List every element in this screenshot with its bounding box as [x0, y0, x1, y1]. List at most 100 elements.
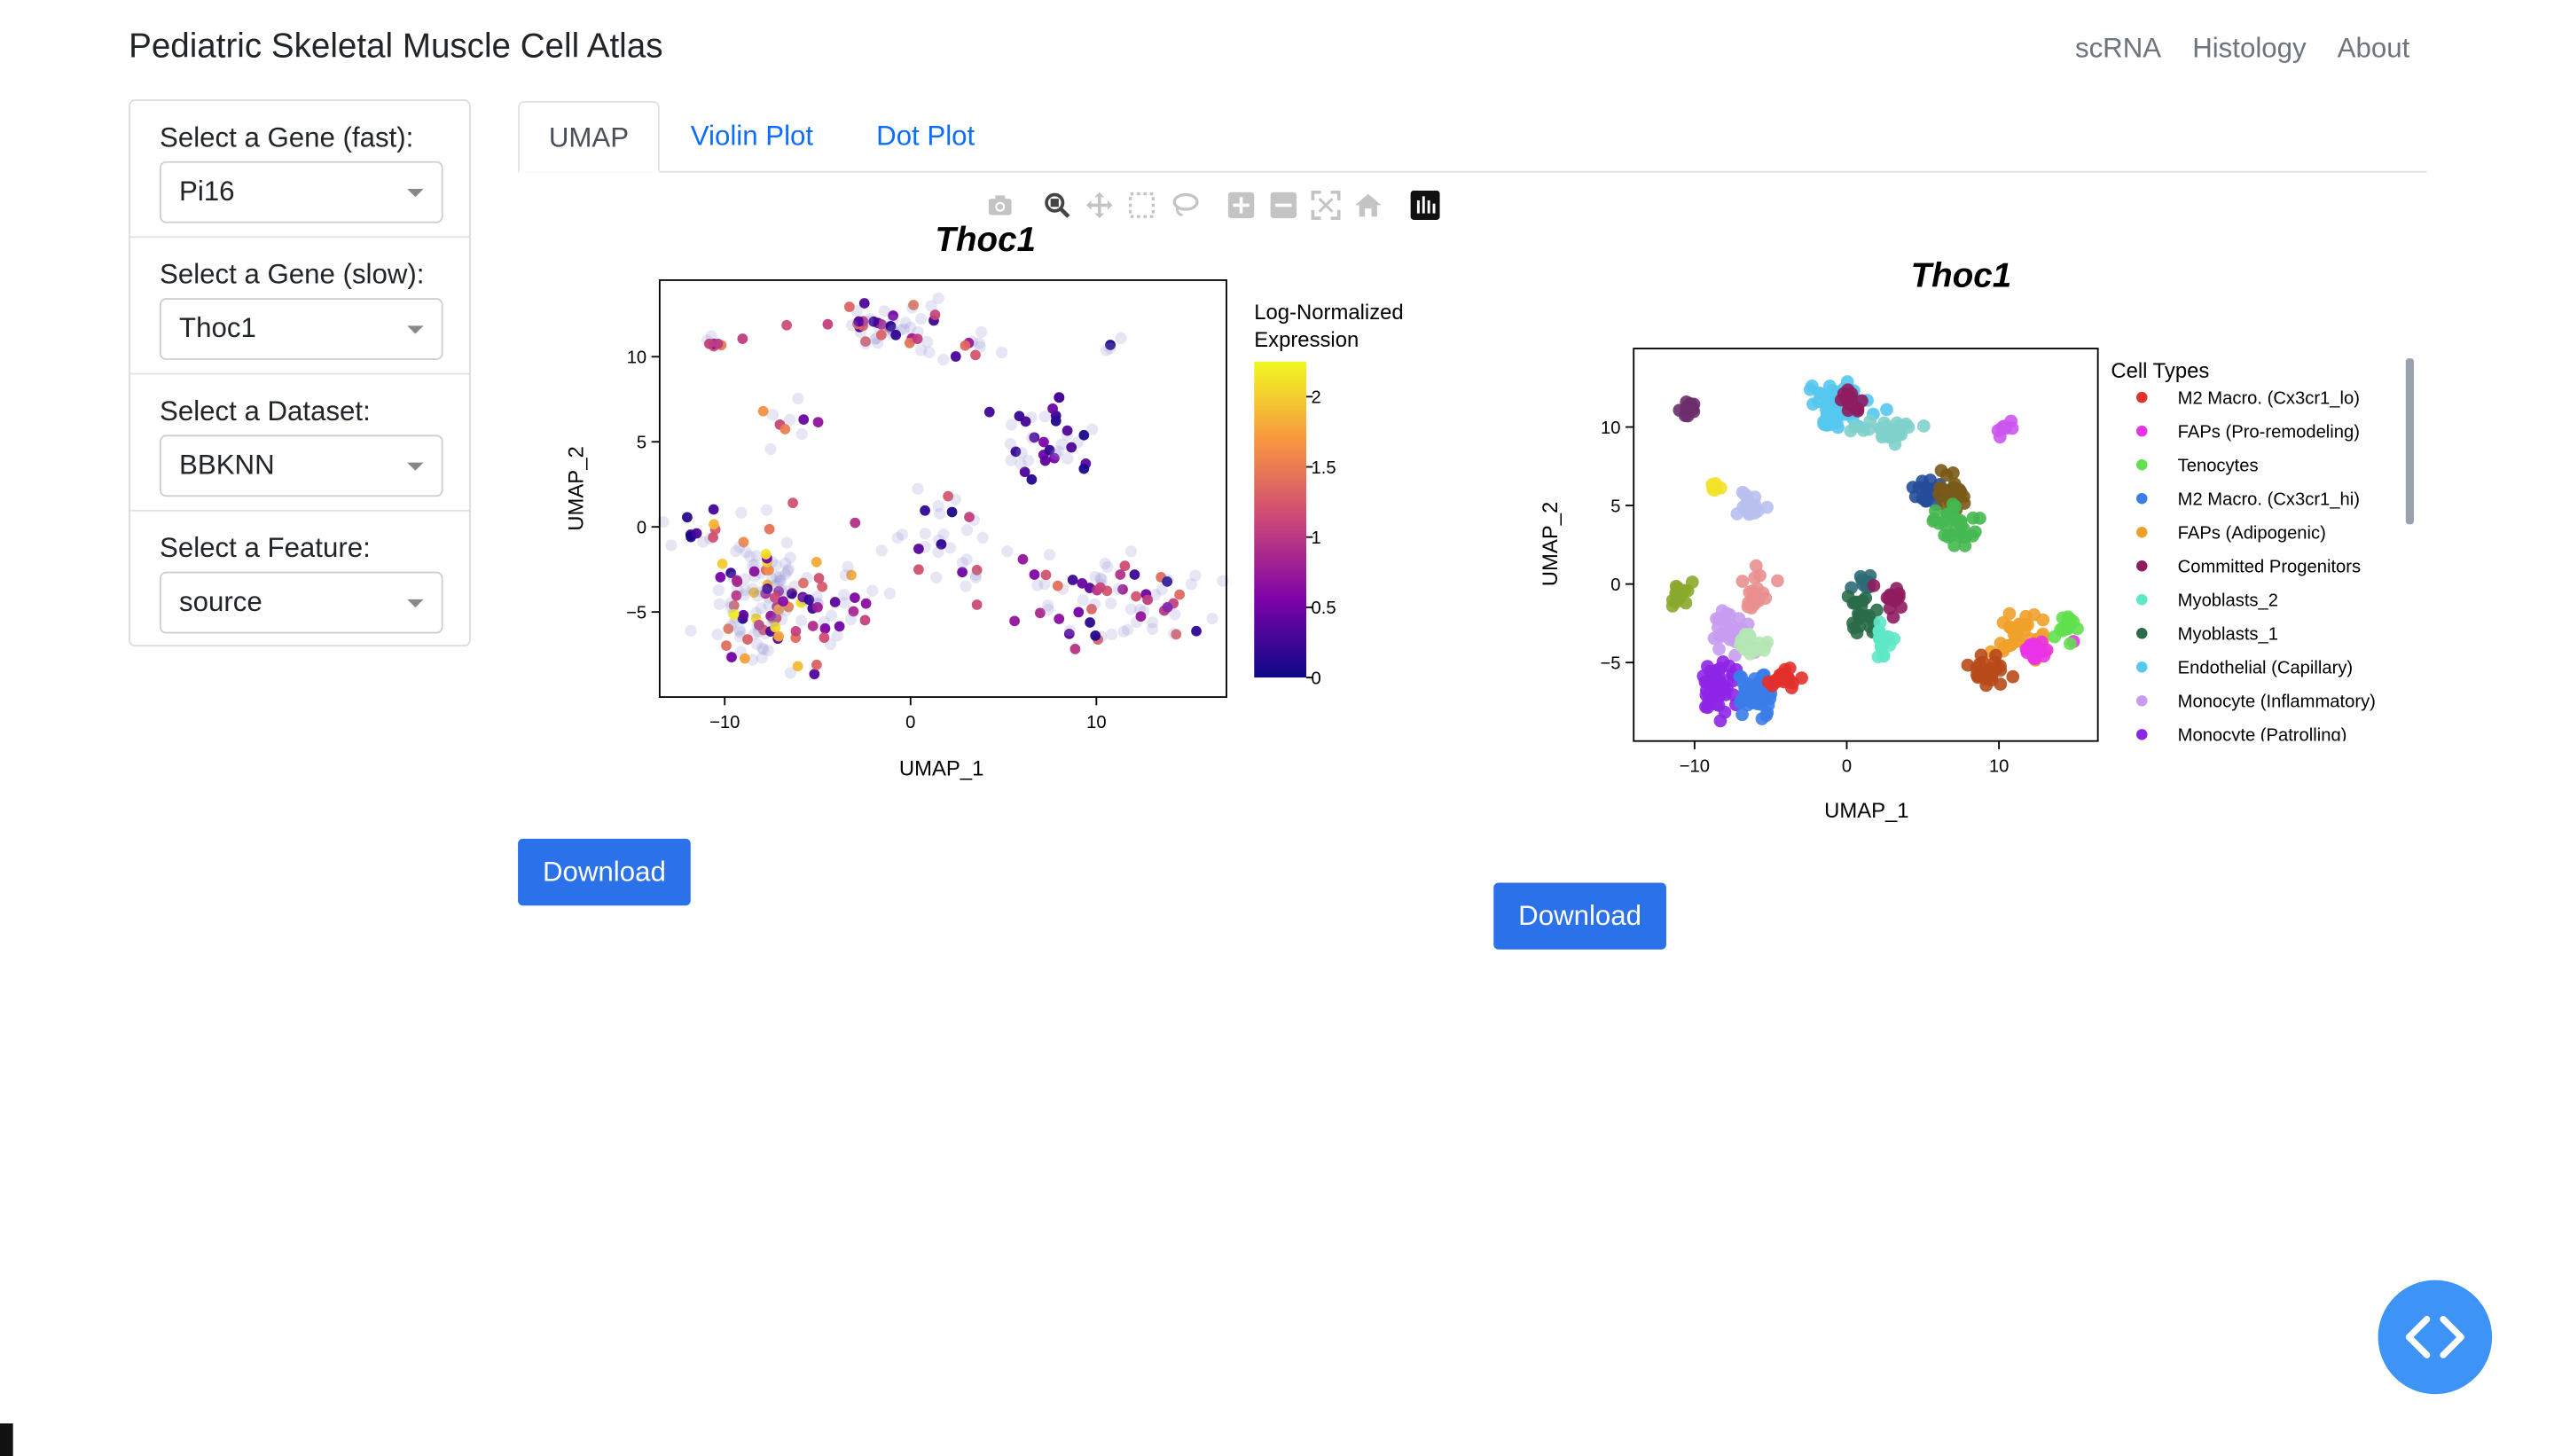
cell-point — [838, 597, 850, 609]
zoom-icon[interactable] — [1042, 191, 1071, 220]
autoscale-icon[interactable] — [1311, 190, 1341, 220]
legend-item[interactable]: Monocyte (Patrolling) — [2136, 726, 2346, 746]
cell-point — [750, 638, 764, 651]
feature-select[interactable]: source — [159, 571, 443, 634]
legend-item[interactable]: M2 Macro. (Cx3cr1_lo) — [2136, 389, 2360, 409]
camera-icon[interactable] — [985, 191, 1015, 220]
pan-icon[interactable] — [1085, 191, 1114, 220]
cell-point — [1734, 638, 1747, 652]
dataset-label: Select a Dataset: — [159, 395, 371, 427]
legend-item[interactable]: FAPs (Pro-remodeling) — [2136, 423, 2360, 442]
cell-point — [1824, 410, 1837, 424]
legend-item[interactable]: Monocyte (Inflammatory) — [2136, 693, 2376, 712]
cell-point — [912, 482, 924, 495]
feature-value: source — [179, 586, 262, 618]
legend-item[interactable]: Myoblasts_1 — [2136, 625, 2278, 645]
cell-point — [1162, 602, 1173, 613]
nav-link-histology[interactable]: Histology — [2192, 32, 2307, 64]
tab-dot-plot[interactable]: Dot Plot — [876, 120, 975, 152]
legend-item[interactable]: Committed Progenitors — [2136, 558, 2361, 577]
zoom-in-icon[interactable] — [1226, 191, 1256, 220]
cell-point — [1826, 384, 1840, 397]
download-button[interactable]: Download — [1493, 882, 1666, 950]
cell-point — [1705, 478, 1720, 491]
cell-point — [969, 568, 982, 581]
legend-item[interactable]: Tenocytes — [2136, 457, 2259, 476]
cell-point — [1877, 416, 1892, 430]
cell-point — [1722, 659, 1736, 673]
cell-point — [1929, 504, 1942, 518]
cell-point — [713, 598, 725, 610]
cell-point — [1985, 669, 1999, 683]
nav-link-about[interactable]: About — [2337, 32, 2410, 64]
legend-item[interactable]: Myoblasts_2 — [2136, 591, 2278, 611]
tab-umap[interactable]: UMAP — [518, 100, 660, 173]
plot-area[interactable] — [657, 292, 1229, 680]
dataset-select[interactable]: BBKNN — [159, 434, 443, 497]
cell-point — [751, 590, 764, 602]
cell-point — [811, 556, 822, 568]
download-button[interactable]: Download — [518, 838, 691, 906]
colorbar-tick-label: 1.5 — [1312, 458, 1336, 478]
plotly-logo-icon[interactable] — [1410, 190, 1440, 220]
legend-label: Endothelial (Capillary) — [2178, 659, 2353, 678]
cell-point — [1892, 427, 1907, 441]
cell-point — [1748, 571, 1762, 584]
cell-point — [1845, 387, 1859, 401]
cell-point — [780, 424, 791, 434]
cell-point — [771, 577, 784, 591]
plot-area[interactable] — [1665, 375, 2084, 728]
legend-label: Committed Progenitors — [2178, 558, 2361, 577]
cell-point — [1039, 455, 1051, 466]
cell-point — [971, 564, 983, 575]
lasso-icon[interactable] — [1170, 191, 1199, 220]
cell-point — [1680, 404, 1695, 419]
cell-point — [1086, 423, 1099, 435]
cell-point — [1848, 596, 1861, 609]
reset-axes-icon[interactable] — [1353, 191, 1383, 220]
feature-label: Select a Feature: — [159, 532, 371, 564]
cell-point — [787, 497, 798, 509]
legend[interactable]: M2 Macro. (Cx3cr1_lo) FAPs (Pro-remodelin… — [2136, 389, 2376, 746]
cell-point — [896, 528, 908, 541]
legend-item[interactable]: Endothelial (Capillary) — [2136, 659, 2353, 678]
box-select-icon[interactable] — [1127, 191, 1156, 220]
cell-point — [1078, 463, 1090, 474]
cell-point — [1073, 607, 1085, 618]
gene-slow-select[interactable]: Thoc1 — [159, 298, 443, 360]
x-tick-label: 0 — [905, 713, 915, 732]
legend-marker — [2136, 729, 2148, 740]
nav-link-scrna[interactable]: scRNA — [2074, 32, 2162, 64]
legend-item[interactable]: M2 Macro. (Cx3cr1_hi) — [2136, 490, 2360, 510]
cell-point — [1756, 586, 1770, 600]
cell-point — [859, 338, 872, 350]
zoom-out-icon[interactable] — [1269, 191, 1298, 220]
cell-point — [908, 300, 919, 310]
tab-violin-plot[interactable]: Violin Plot — [690, 120, 814, 152]
cell-point — [747, 583, 759, 595]
cell-point — [838, 589, 850, 601]
cell-point — [1961, 658, 1975, 672]
cell-point — [1067, 575, 1078, 585]
cell-point — [1156, 583, 1168, 596]
cell-point — [1850, 626, 1864, 640]
cell-point — [715, 572, 726, 583]
cell-point — [920, 505, 930, 516]
cell-point — [691, 528, 702, 539]
legend-item[interactable]: FAPs (Adipogenic) — [2136, 524, 2326, 544]
cell-point — [792, 392, 804, 405]
cell-point — [1047, 403, 1058, 414]
gene-slow-label: Select a Gene (slow): — [159, 259, 425, 290]
gene-fast-select[interactable]: Pi16 — [159, 160, 443, 223]
cell-point — [809, 669, 820, 680]
y-tick-label: 10 — [627, 348, 646, 368]
cell-point — [1862, 422, 1876, 436]
cell-point — [974, 341, 986, 353]
code-toggle-button[interactable] — [2378, 1280, 2493, 1395]
cell-type-umap-chart[interactable]: Thoc1 −10 0 10 −5 0 5 10 UMAP_1 UMAP_2 Cell Ty… — [1531, 245, 2426, 839]
cell-point — [766, 409, 780, 421]
cell-point — [904, 321, 917, 333]
legend-scrollbar[interactable] — [2405, 358, 2414, 525]
cell-point — [891, 531, 904, 544]
